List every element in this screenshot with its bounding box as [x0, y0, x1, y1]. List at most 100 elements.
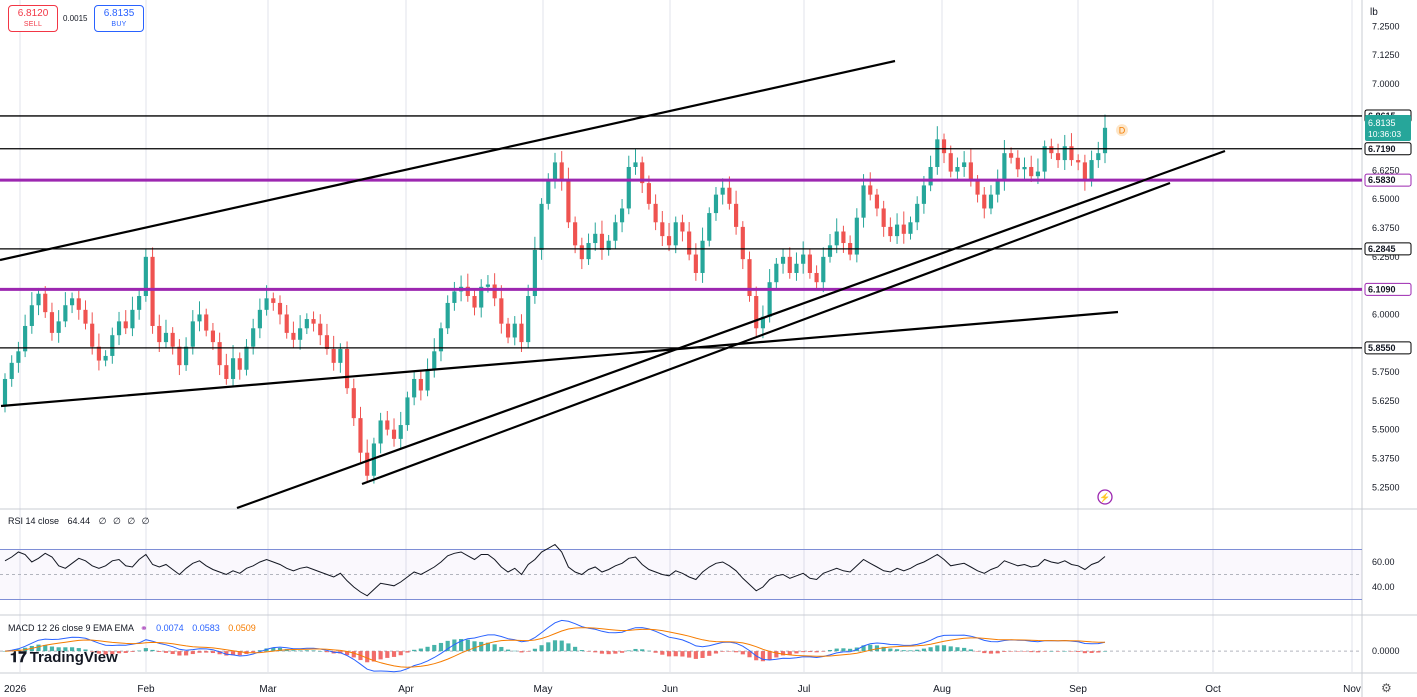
candle-body: [881, 208, 886, 227]
candle-body: [975, 180, 980, 195]
price-unit-label[interactable]: lb: [1370, 7, 1378, 18]
macd-hist-bar: [1062, 650, 1067, 652]
macd-hist-bar: [472, 641, 477, 652]
candle-body: [16, 351, 21, 363]
candle-body: [754, 296, 759, 329]
candle-body: [9, 362, 14, 379]
candle-body: [1069, 146, 1074, 161]
macd-hist-bar: [767, 651, 772, 660]
candle-body: [1089, 160, 1094, 181]
macd-hist-bar: [505, 649, 511, 652]
candle-body: [123, 321, 128, 329]
rsi-value: 64.44: [67, 516, 91, 526]
macd-hist-bar: [512, 650, 517, 652]
spread-value: 0.0015: [63, 14, 88, 23]
macd-hist-bar: [251, 651, 256, 653]
candle-body: [606, 240, 611, 250]
macd-hist-bar: [1089, 651, 1094, 653]
macd-hist-bar: [1076, 651, 1081, 652]
candle-body: [150, 256, 155, 326]
time-tick-label: 2026: [4, 684, 27, 695]
macd-hist-bar: [385, 651, 390, 658]
buy-price: 6.8135: [103, 8, 135, 19]
tradingview-logo-icon: 𝟏𝟕: [10, 648, 27, 666]
macd-hist-bar: [559, 640, 564, 652]
rsi-name: RSI 14 close: [8, 516, 60, 526]
candle-body: [794, 263, 799, 273]
macd-hist-bar: [546, 642, 551, 652]
candle-body: [177, 346, 182, 366]
macd-hist-bar: [378, 651, 383, 660]
macd-hist-bar: [210, 651, 216, 654]
candle-body: [901, 224, 906, 234]
candle-body: [2, 378, 8, 407]
level-tag: [1364, 341, 1412, 355]
macd-hist-bar: [1055, 651, 1061, 652]
macd-hist-bar: [807, 651, 812, 653]
macd-hist-bar: [371, 651, 376, 662]
rsi-legend[interactable]: RSI 14 close 64.44 ∅ ∅ ∅ ∅: [8, 516, 150, 527]
candle-body: [291, 332, 296, 340]
price-tick-label: 5.2500: [1372, 482, 1400, 492]
candle-body: [566, 180, 571, 223]
macd-hist-bar: [197, 651, 202, 653]
macd-hist-bar: [1042, 651, 1047, 652]
gear-icon[interactable]: ⚙: [1381, 681, 1392, 695]
candle-body: [774, 263, 779, 283]
rsi-na-1: ∅: [98, 516, 107, 526]
buy-button[interactable]: 6.8135 BUY: [94, 5, 144, 32]
macd-hist-bar: [700, 651, 705, 658]
macd-line: [4, 619, 1106, 673]
candle-body: [23, 325, 28, 352]
candle-body: [707, 213, 712, 241]
candle-body: [358, 418, 363, 453]
candle-body: [780, 256, 786, 264]
candle-body: [539, 203, 544, 250]
candle-body: [425, 369, 430, 391]
macd-hist-bar: [660, 651, 665, 655]
macd-legend[interactable]: MACD 12 26 close 9 EMA EMA ⚭ 0.0074 0.05…: [8, 623, 256, 634]
macd-hist-bar: [83, 649, 88, 652]
macd-hist-bar: [747, 651, 752, 658]
candle-body: [217, 342, 222, 366]
macd-hist-bar: [526, 651, 531, 652]
candle-body: [955, 166, 960, 172]
macd-hist-bar: [217, 651, 222, 655]
candle-body: [432, 351, 437, 370]
candle-body: [110, 335, 115, 356]
candle-body: [344, 349, 350, 389]
macd-hist-bar: [579, 650, 584, 652]
price-tick-label: 7.0000: [1372, 79, 1400, 89]
trend-line: [0, 59, 896, 262]
candle-body: [492, 284, 497, 299]
candle-body: [801, 254, 806, 264]
macd-hist-bar: [271, 647, 276, 652]
macd-hist-bar: [640, 649, 645, 652]
candle-body: [1082, 162, 1087, 181]
macd-hist-bar: [988, 651, 994, 654]
sell-label: SELL: [23, 21, 43, 28]
candle-body: [36, 293, 41, 306]
time-tick-label: May: [534, 684, 553, 695]
candle-body: [244, 346, 249, 370]
macd-hist-bar: [405, 651, 410, 653]
candle-body: [29, 305, 34, 326]
macd-hist-bar: [713, 651, 719, 654]
candle-body: [982, 194, 987, 209]
candle-body: [941, 139, 947, 154]
macd-hist-bar: [1096, 651, 1101, 653]
macd-hist-bar: [418, 648, 423, 652]
current-price-label: 6.8135: [1368, 118, 1396, 128]
candle-body: [740, 226, 745, 260]
macd-hist-bar: [948, 646, 953, 652]
macd-hist-bar: [177, 651, 182, 656]
candle-body: [412, 378, 417, 398]
price-tick-label: 5.5000: [1372, 425, 1400, 435]
candle-body: [821, 256, 826, 283]
candle-body: [197, 314, 202, 322]
candle-body: [76, 298, 81, 310]
candle-body: [988, 194, 994, 209]
sell-button[interactable]: 6.8120 SELL: [8, 5, 58, 32]
price-tick-label: 6.0000: [1372, 309, 1400, 319]
